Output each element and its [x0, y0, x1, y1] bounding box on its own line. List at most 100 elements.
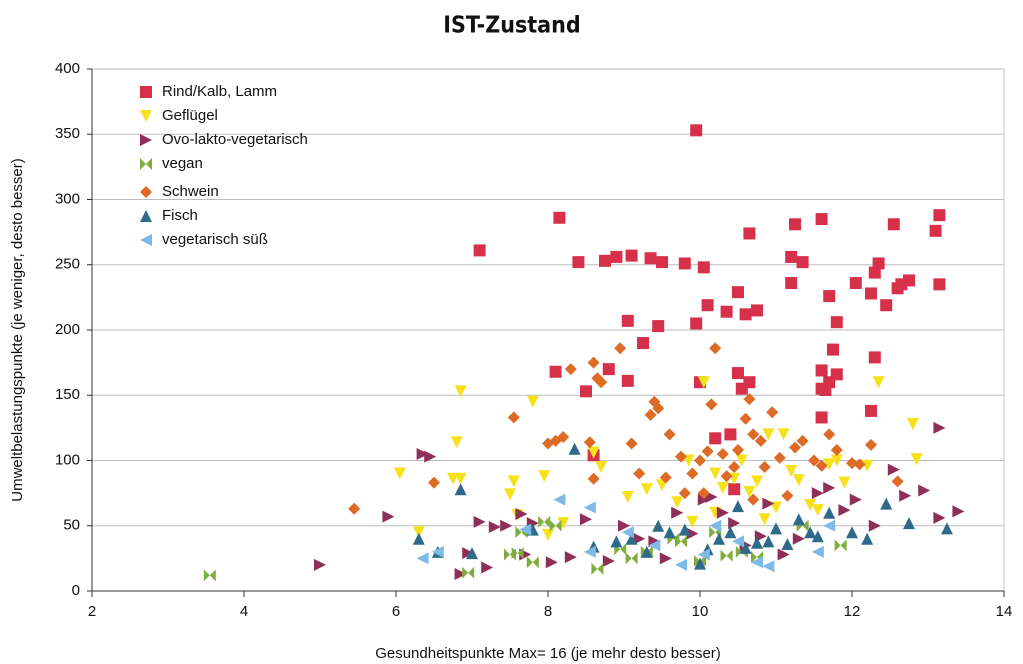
point — [675, 535, 687, 548]
point — [697, 548, 710, 561]
point — [610, 535, 623, 548]
point — [728, 461, 741, 474]
point — [488, 521, 501, 534]
point — [872, 257, 885, 270]
point — [519, 523, 532, 536]
legend-marker — [140, 186, 152, 198]
point — [382, 510, 395, 523]
point — [450, 436, 463, 449]
y-tick-label: 150 — [55, 386, 80, 403]
point — [853, 458, 866, 471]
point — [868, 351, 881, 364]
point — [633, 467, 646, 480]
point — [504, 488, 516, 501]
point — [739, 412, 752, 425]
point — [903, 274, 915, 287]
point — [431, 545, 444, 558]
point — [678, 523, 691, 536]
point — [511, 547, 524, 560]
point — [933, 209, 946, 222]
point — [785, 250, 798, 263]
point — [823, 428, 836, 441]
point — [739, 308, 752, 321]
point — [637, 337, 649, 350]
point — [348, 502, 361, 515]
legend-marker — [140, 110, 152, 122]
point — [918, 484, 931, 497]
point — [694, 454, 706, 467]
point — [868, 266, 881, 279]
point — [830, 454, 843, 467]
point — [792, 532, 805, 545]
point — [568, 442, 581, 455]
point — [454, 385, 467, 398]
point — [473, 515, 486, 528]
point — [732, 286, 744, 299]
legend-label: Ovo-lakto-vegetarisch — [162, 131, 308, 148]
y-tick-label: 350 — [55, 125, 80, 142]
legend-marker — [140, 210, 152, 222]
point — [747, 493, 760, 506]
point — [675, 450, 687, 463]
x-tick-label: 12 — [844, 603, 861, 620]
point — [690, 317, 703, 330]
point — [720, 470, 733, 483]
point — [602, 554, 615, 567]
point — [526, 556, 539, 569]
legend-marker — [140, 234, 152, 246]
x-tick-label: 14 — [996, 603, 1013, 620]
point — [545, 556, 558, 569]
point — [424, 450, 437, 463]
point — [709, 432, 722, 445]
y-axis-label: Umweltbelastungspunkte (je weniger, dest… — [9, 158, 26, 502]
point — [887, 218, 900, 231]
y-tick-label: 50 — [63, 517, 80, 534]
point — [675, 558, 687, 571]
point — [830, 368, 843, 381]
point — [583, 501, 596, 514]
point — [751, 556, 763, 569]
point — [602, 363, 615, 376]
point — [644, 252, 657, 265]
point — [770, 522, 782, 535]
point — [621, 374, 634, 387]
point — [887, 463, 900, 476]
point — [804, 498, 817, 511]
point — [314, 558, 326, 571]
point — [823, 506, 836, 519]
point — [861, 532, 874, 545]
point — [686, 515, 699, 528]
point — [758, 513, 771, 526]
point — [701, 445, 714, 458]
point — [808, 454, 820, 467]
point — [770, 501, 782, 514]
point — [933, 421, 946, 434]
point — [823, 481, 836, 494]
legend-label: Rind/Kalb, Lamm — [162, 83, 277, 100]
point — [762, 535, 775, 548]
point — [865, 404, 877, 417]
point — [447, 472, 459, 485]
y-tick-label: 300 — [55, 190, 80, 207]
point — [777, 548, 790, 561]
point — [716, 447, 729, 460]
point — [416, 447, 429, 460]
point — [705, 398, 718, 411]
point — [709, 519, 722, 532]
point — [724, 526, 737, 539]
point — [583, 436, 596, 449]
legend-label: Schwein — [162, 183, 219, 200]
point — [865, 438, 877, 451]
point — [811, 530, 824, 543]
point — [454, 483, 467, 496]
point — [789, 218, 801, 231]
point — [732, 500, 744, 513]
point — [697, 376, 710, 389]
point — [811, 504, 824, 517]
point — [625, 437, 638, 450]
point — [580, 385, 592, 398]
point — [899, 489, 912, 502]
point — [739, 541, 752, 554]
legend-marker — [140, 86, 152, 98]
point — [690, 124, 703, 137]
